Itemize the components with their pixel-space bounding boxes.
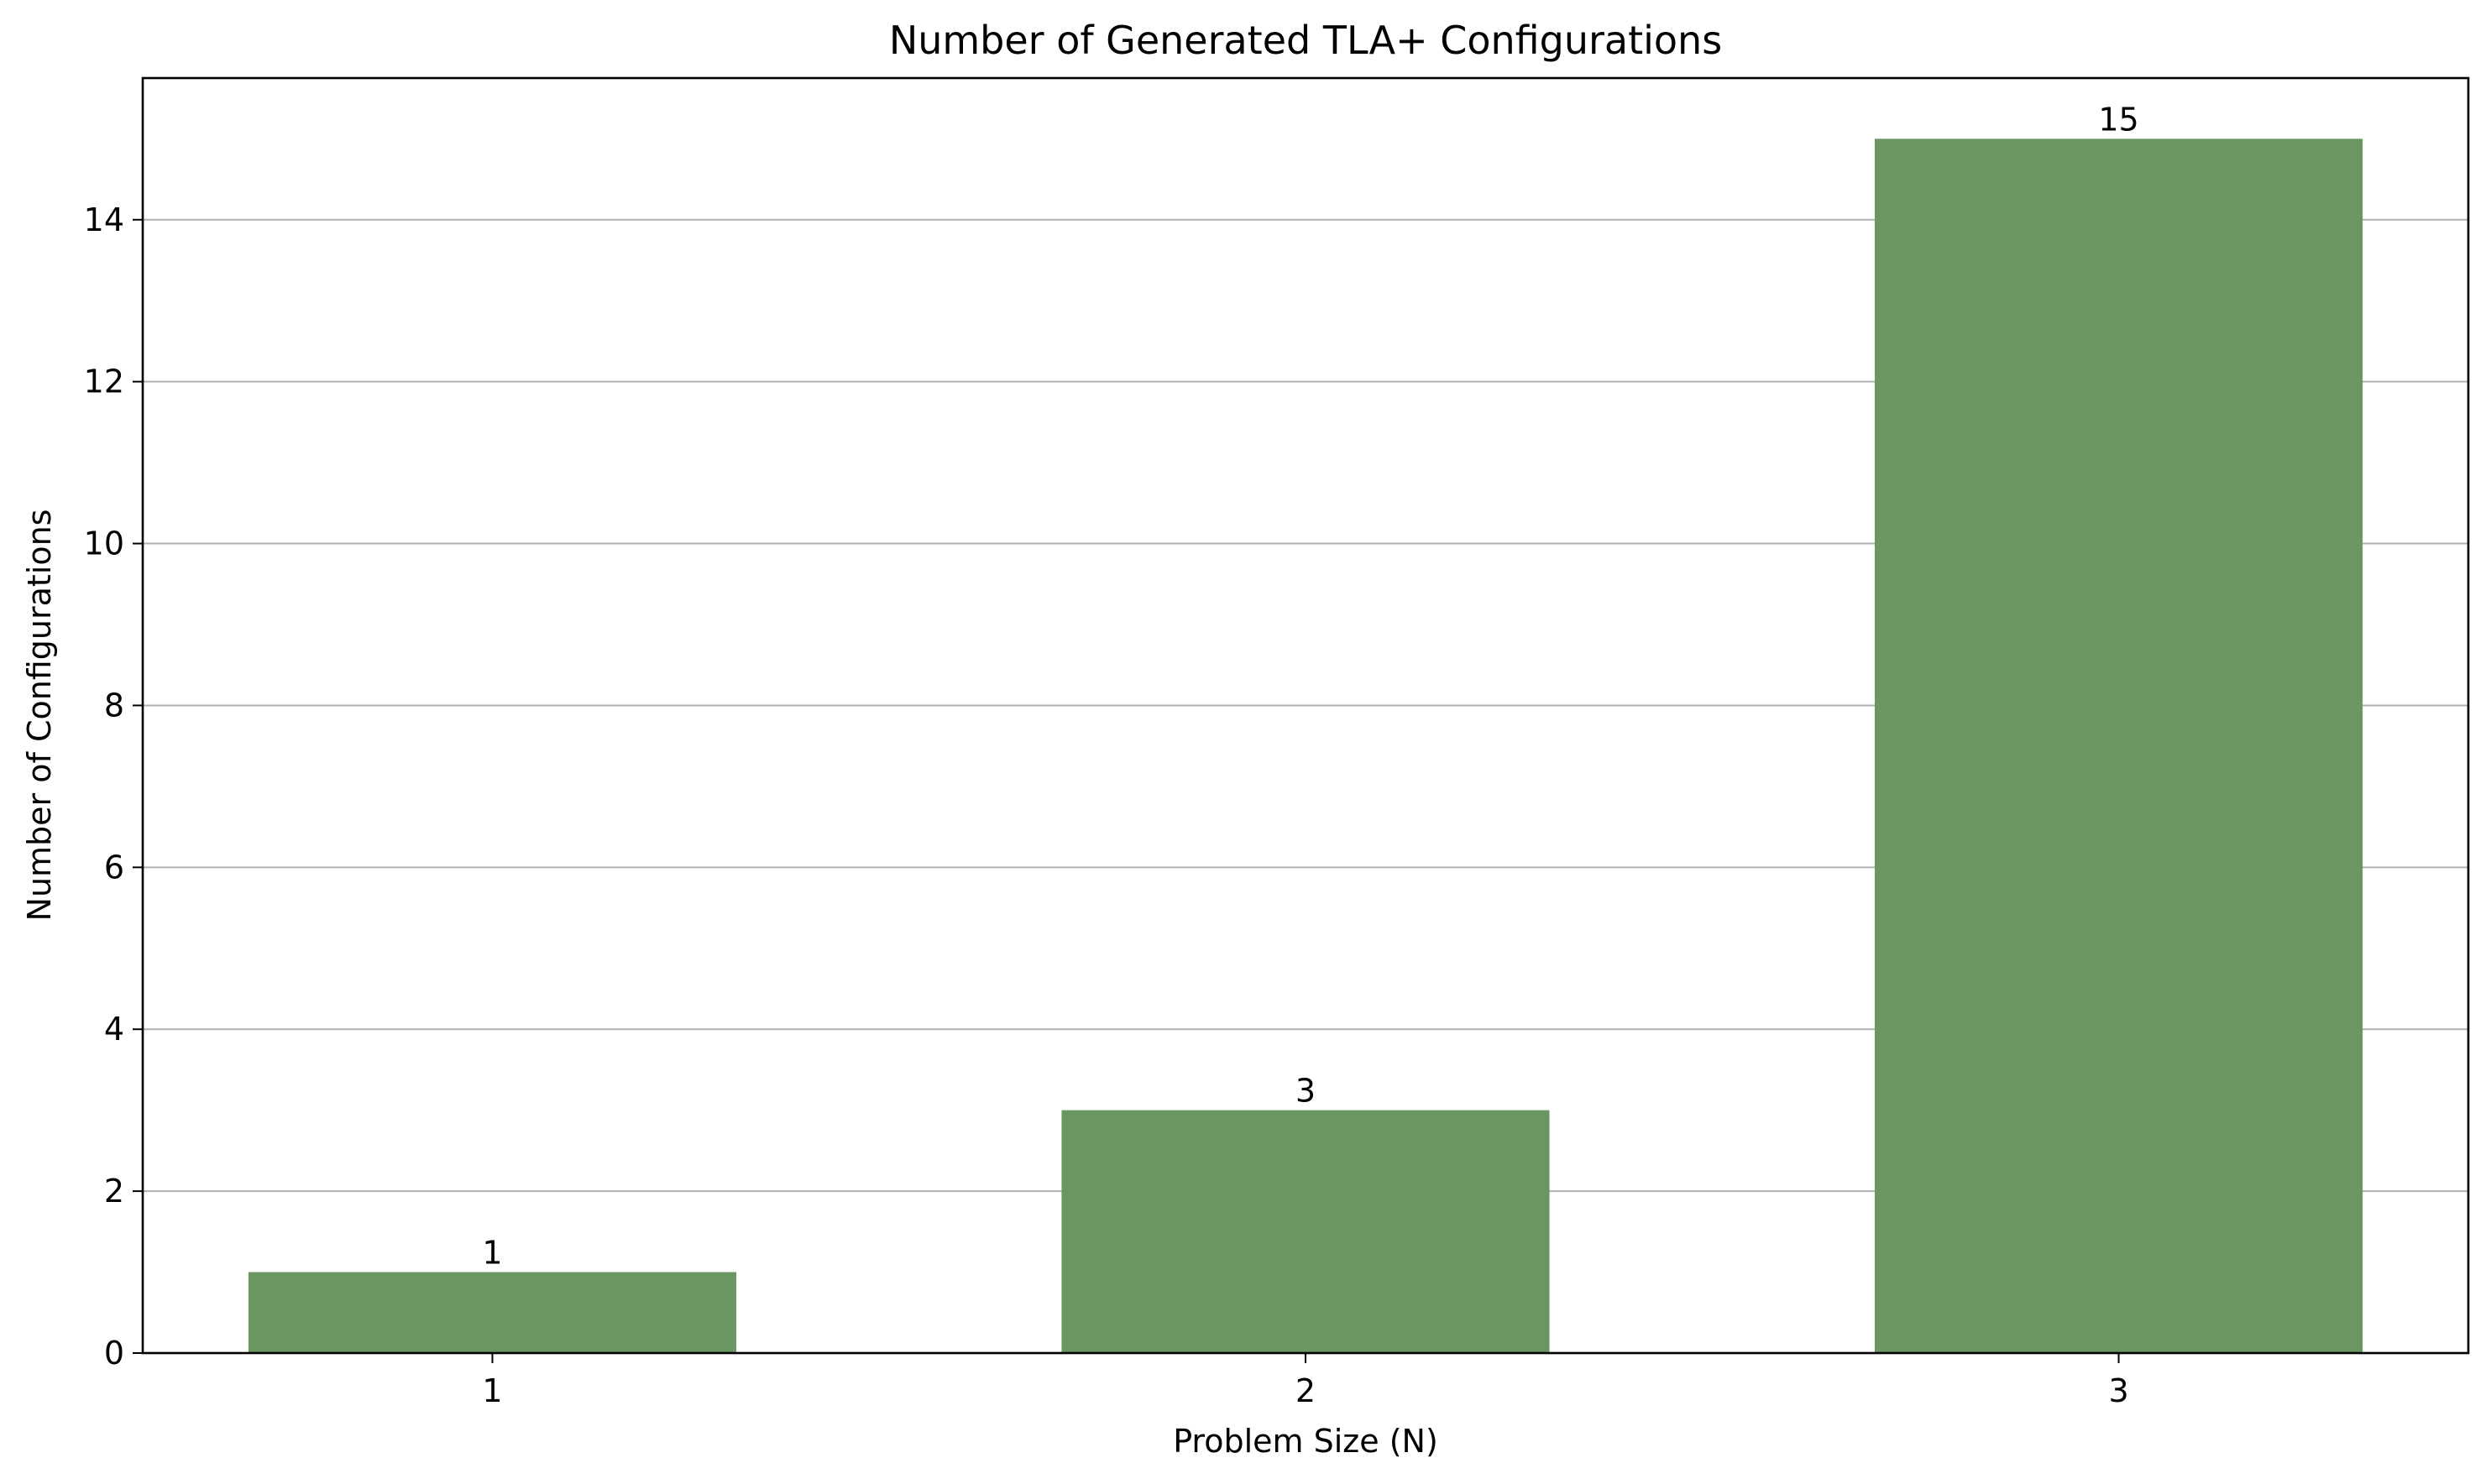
bar — [1061, 1110, 1550, 1353]
bar — [1874, 138, 2363, 1353]
x-tick-label: 1 — [482, 1372, 502, 1409]
y-tick-label: 4 — [104, 1011, 124, 1048]
bar-data-label: 15 — [2098, 101, 2138, 138]
x-axis-label: Problem Size (N) — [1173, 1423, 1438, 1460]
bar-data-labels: 1 3 15 — [482, 101, 2138, 1271]
y-axis-ticks: 0 2 4 6 8 10 12 14 — [84, 201, 143, 1372]
bars — [248, 138, 2363, 1353]
y-tick-label: 8 — [104, 687, 124, 724]
y-tick-label: 14 — [84, 201, 124, 238]
y-tick-label: 2 — [104, 1173, 124, 1210]
bar-data-label: 1 — [482, 1235, 502, 1272]
bar-data-label: 3 — [1295, 1073, 1316, 1110]
chart-title: Number of Generated TLA+ Configurations — [889, 18, 1722, 63]
x-tick-label: 2 — [1295, 1372, 1316, 1409]
y-tick-label: 10 — [84, 525, 124, 562]
y-tick-label: 6 — [104, 849, 124, 886]
x-tick-label: 3 — [2108, 1372, 2128, 1409]
y-tick-label: 0 — [104, 1335, 124, 1372]
y-tick-label: 12 — [84, 363, 124, 400]
x-axis-ticks: 1 2 3 — [482, 1353, 2129, 1409]
bar — [248, 1272, 737, 1353]
y-axis-label: Number of Configurations — [21, 509, 58, 922]
